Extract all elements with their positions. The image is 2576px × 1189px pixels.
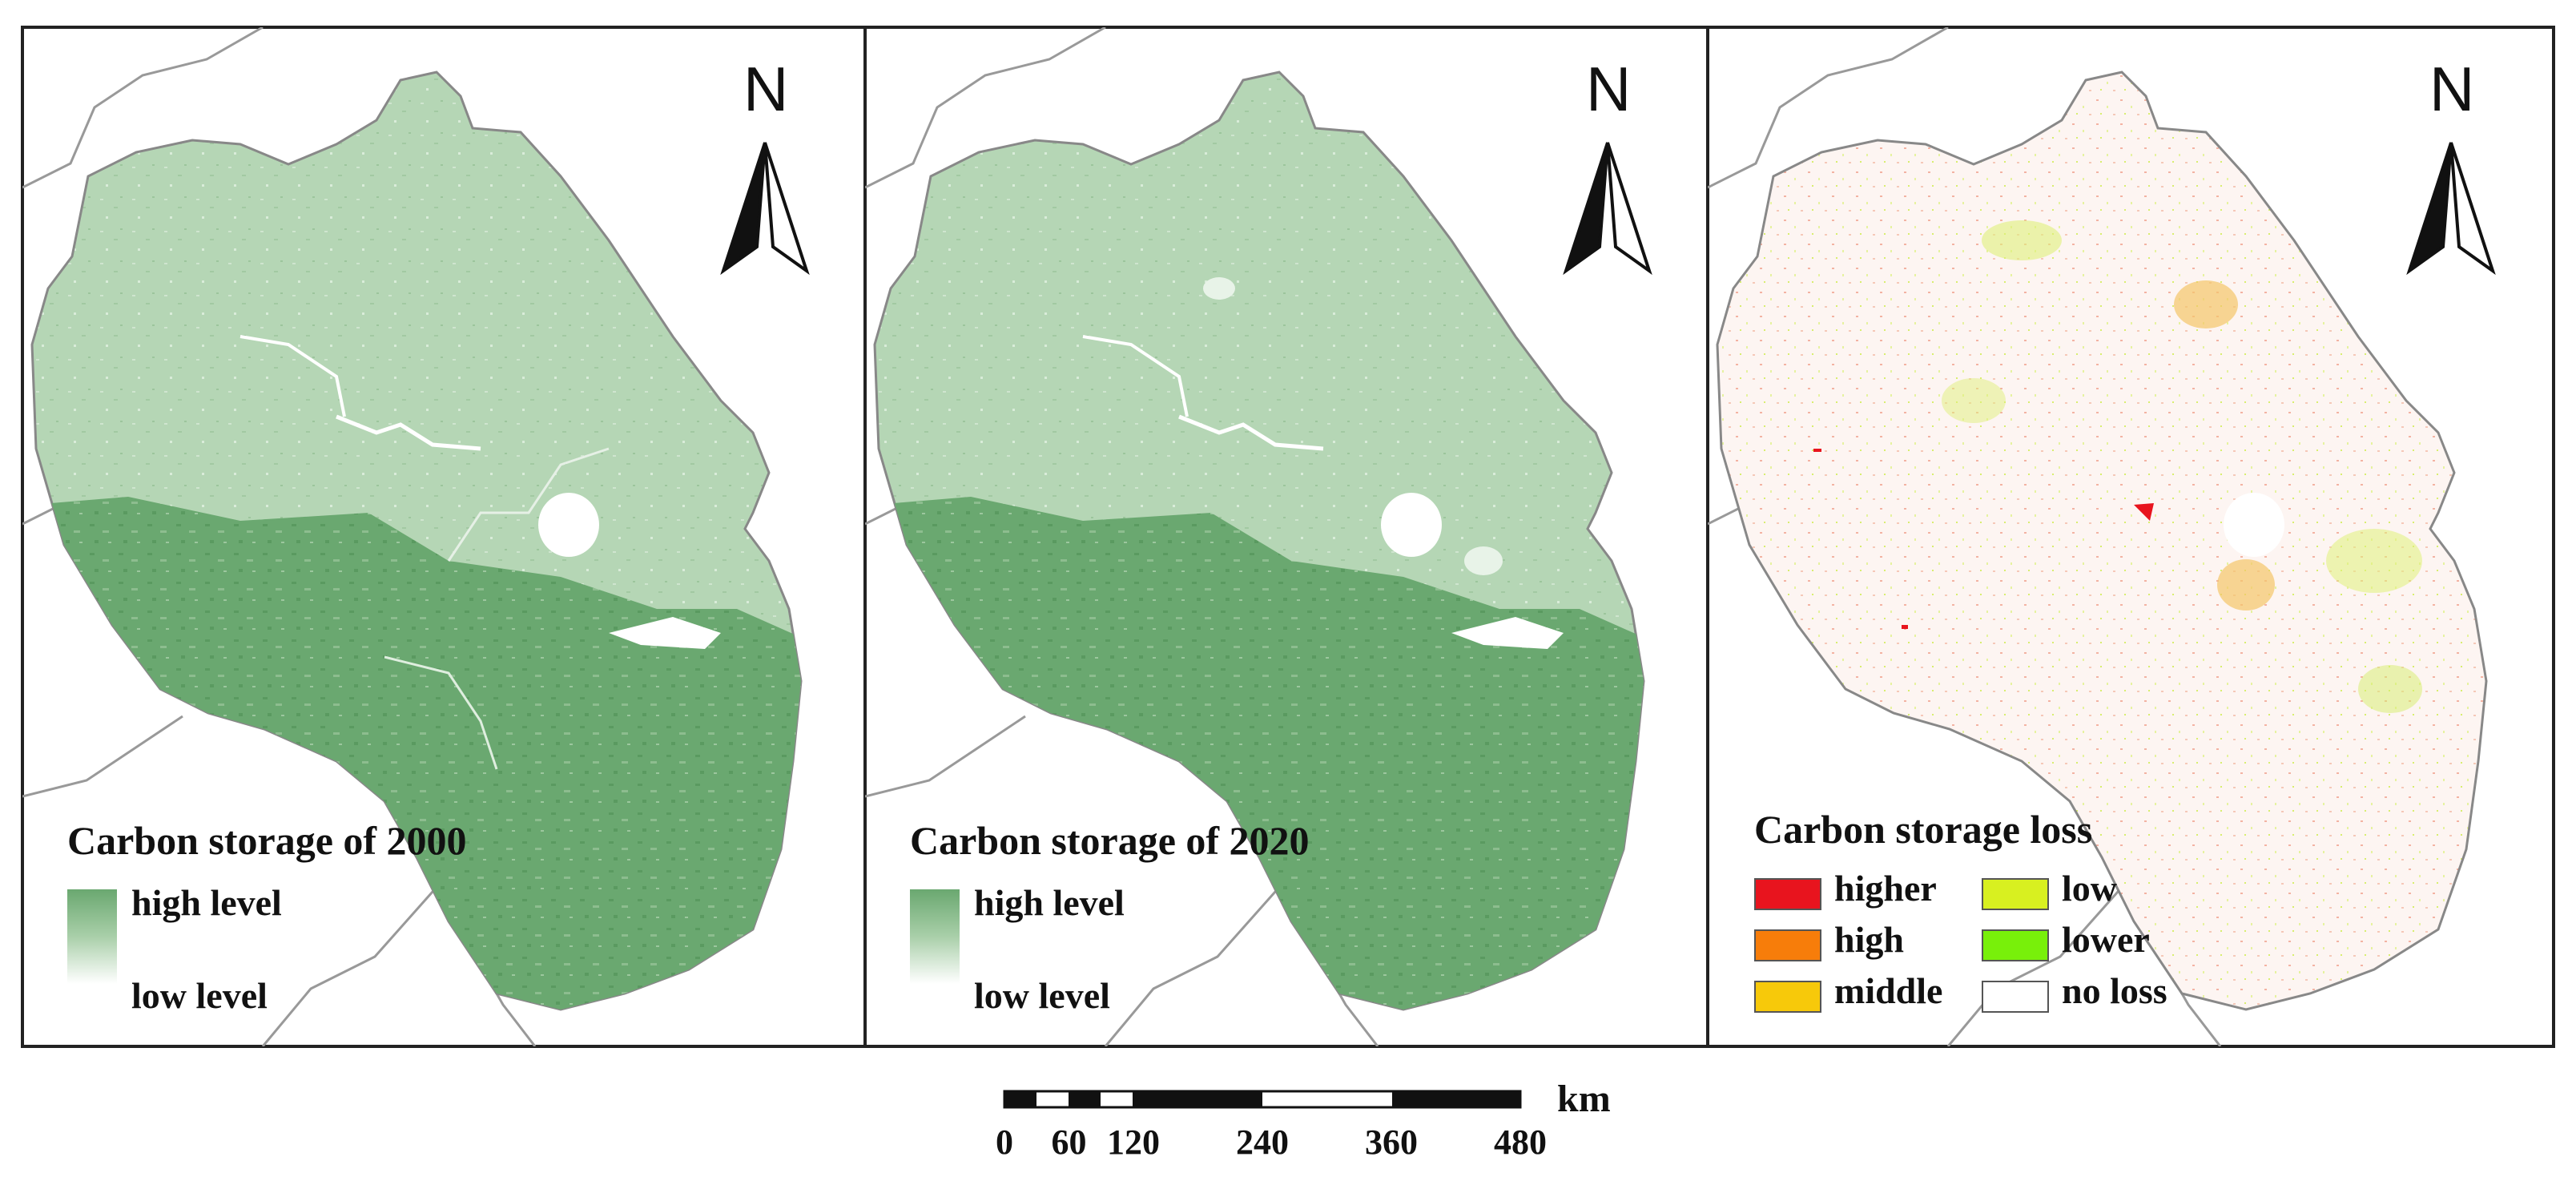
north-label: N bbox=[743, 54, 789, 124]
scale-tick-label: 360 bbox=[1365, 1122, 1418, 1162]
legend-gradient bbox=[910, 889, 960, 984]
panel-title-loss: Carbon storage loss bbox=[1754, 807, 2093, 852]
north-arrow bbox=[1563, 142, 1652, 276]
legend-item-label: middle bbox=[1834, 970, 1943, 1011]
legend-swatch bbox=[1754, 981, 1821, 1013]
north-label: N bbox=[2429, 54, 2475, 124]
legend-item-label: no loss bbox=[2062, 970, 2167, 1011]
legend-swatch bbox=[1754, 929, 1821, 961]
north-label: N bbox=[1586, 54, 1632, 124]
legend-swatch bbox=[1754, 878, 1821, 910]
legend-item-label: lower bbox=[2062, 919, 2150, 960]
legend-item-label: low bbox=[2062, 868, 2117, 909]
legend-item-label: higher bbox=[1834, 868, 1937, 909]
legend-high-label: high level bbox=[974, 882, 1125, 923]
legend-item-label: high bbox=[1834, 919, 1904, 960]
scale-tick-label: 240 bbox=[1236, 1122, 1289, 1162]
map-panel-loss bbox=[1708, 27, 2488, 1046]
figure-frame bbox=[21, 26, 2555, 1048]
panel-title-2000: Carbon storage of 2000 bbox=[67, 818, 467, 863]
legend-swatch bbox=[1982, 929, 2049, 961]
legend-swatch bbox=[1982, 981, 2049, 1013]
legend-low-label: low level bbox=[974, 975, 1110, 1016]
panel-title-2020: Carbon storage of 2020 bbox=[910, 818, 1310, 863]
legend-swatch bbox=[1982, 878, 2049, 910]
scale-unit: km bbox=[1557, 1078, 1611, 1120]
north-arrow bbox=[2406, 142, 2496, 276]
legend-low-label: low level bbox=[131, 975, 268, 1016]
scale-tick-label: 60 bbox=[1051, 1122, 1087, 1162]
legend-gradient bbox=[67, 889, 117, 984]
legend-high-label: high level bbox=[131, 882, 282, 923]
north-arrow bbox=[720, 142, 810, 276]
scale-tick-label: 0 bbox=[996, 1122, 1013, 1162]
scale-bar bbox=[1003, 1090, 1522, 1109]
scale-tick-label: 480 bbox=[1494, 1122, 1547, 1162]
scale-tick-label: 120 bbox=[1107, 1122, 1160, 1162]
